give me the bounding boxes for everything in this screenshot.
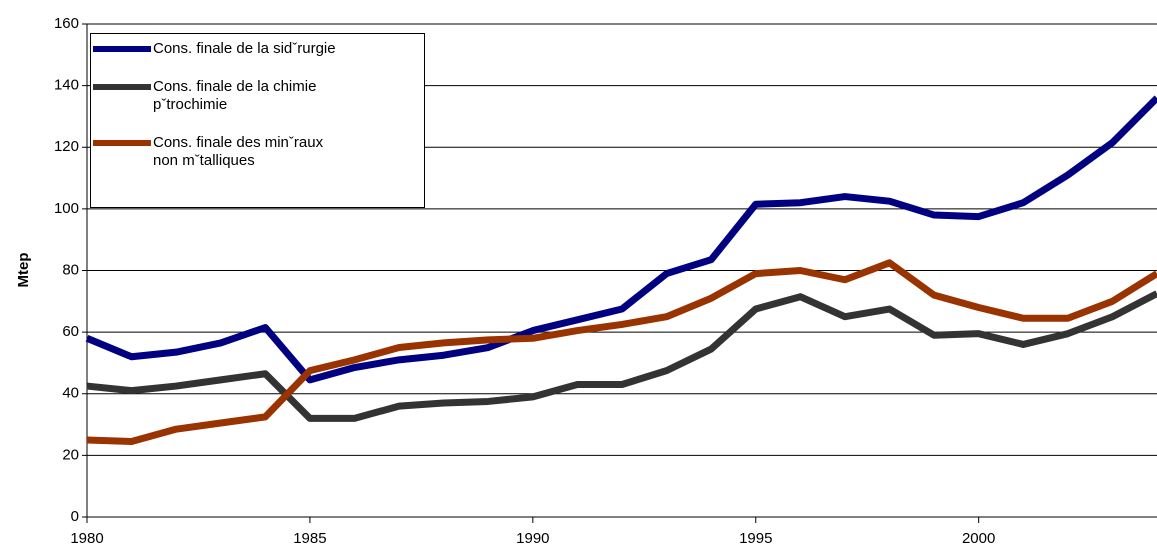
legend-label: Cons. finale de la chimie pˇtrochimie <box>153 78 317 113</box>
x-tick-label: 1980 <box>70 530 103 547</box>
x-tick-label: 1995 <box>739 530 772 547</box>
legend-item: Cons. finale des minˇraux non mˇtallique… <box>91 134 343 170</box>
y-tick-label: 100 <box>54 200 79 217</box>
x-tick-label: 1990 <box>516 530 549 547</box>
legend-item: Cons. finale de la sidˇrurgie <box>91 40 343 58</box>
x-tick-label: 2000 <box>962 530 995 547</box>
y-tick-label: 120 <box>54 138 79 155</box>
y-tick-label: 20 <box>62 446 79 463</box>
legend-swatch <box>93 46 151 52</box>
y-tick-label: 40 <box>62 385 79 402</box>
legend-swatch <box>93 140 151 146</box>
legend-item: Cons. finale de la chimie pˇtrochimie <box>91 78 343 114</box>
y-tick-label: 160 <box>54 15 79 32</box>
y-tick-label: 60 <box>62 323 79 340</box>
y-tick-label: 140 <box>54 77 79 94</box>
series-line <box>86 259 1157 446</box>
legend: Cons. finale de la sidˇrurgie Cons. final… <box>90 33 425 208</box>
legend-label: Cons. finale des minˇraux non mˇtallique… <box>153 134 324 169</box>
x-tick-label: 1985 <box>293 530 326 547</box>
series-line <box>86 290 1157 422</box>
y-tick-label: 80 <box>62 261 79 278</box>
legend-label: Cons. finale de la sidˇrurgie <box>153 40 336 57</box>
y-axis-label: Mtep <box>15 253 32 288</box>
series-line <box>85 95 1157 384</box>
legend-swatch <box>93 84 151 90</box>
y-tick-label: 0 <box>71 508 79 525</box>
